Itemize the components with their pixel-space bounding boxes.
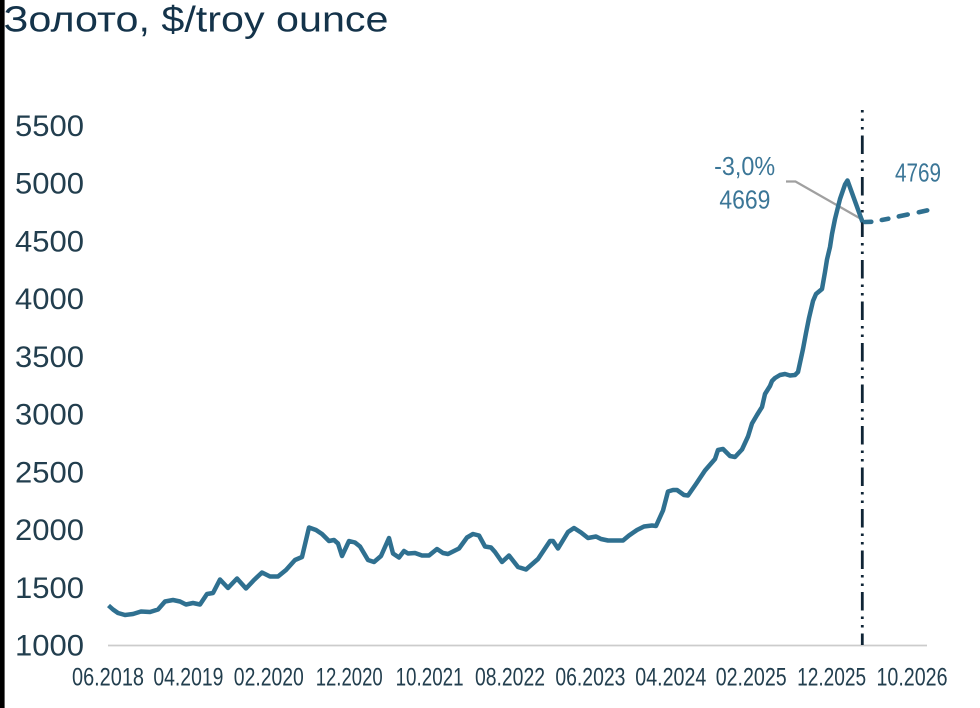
svg-text:Золото, $/troy ounce: Золото, $/troy ounce [4, 0, 389, 40]
svg-text:2000: 2000 [15, 514, 84, 547]
svg-text:02.2020: 02.2020 [234, 664, 304, 692]
svg-text:2500: 2500 [15, 456, 84, 489]
svg-text:5500: 5500 [15, 110, 84, 143]
svg-text:06.2018: 06.2018 [72, 664, 144, 692]
svg-text:10.2021: 10.2021 [396, 664, 464, 692]
svg-text:4000: 4000 [15, 283, 84, 316]
svg-text:-3,0%: -3,0% [714, 151, 775, 181]
svg-text:4669: 4669 [719, 185, 770, 215]
svg-text:08.2022: 08.2022 [475, 664, 545, 692]
svg-text:3000: 3000 [15, 399, 84, 432]
svg-text:06.2023: 06.2023 [555, 664, 625, 692]
svg-text:4500: 4500 [15, 226, 84, 259]
svg-text:4769: 4769 [895, 158, 941, 188]
svg-text:1000: 1000 [15, 630, 84, 663]
svg-text:3500: 3500 [15, 341, 84, 374]
svg-text:02.2025: 02.2025 [716, 664, 787, 692]
svg-text:12.2025: 12.2025 [797, 664, 866, 692]
svg-text:04.2024: 04.2024 [635, 664, 706, 692]
svg-text:1500: 1500 [15, 572, 84, 605]
svg-text:10.2026: 10.2026 [877, 664, 948, 692]
svg-text:04.2019: 04.2019 [153, 664, 223, 692]
svg-text:5000: 5000 [15, 168, 84, 201]
svg-text:12.2020: 12.2020 [316, 664, 383, 692]
